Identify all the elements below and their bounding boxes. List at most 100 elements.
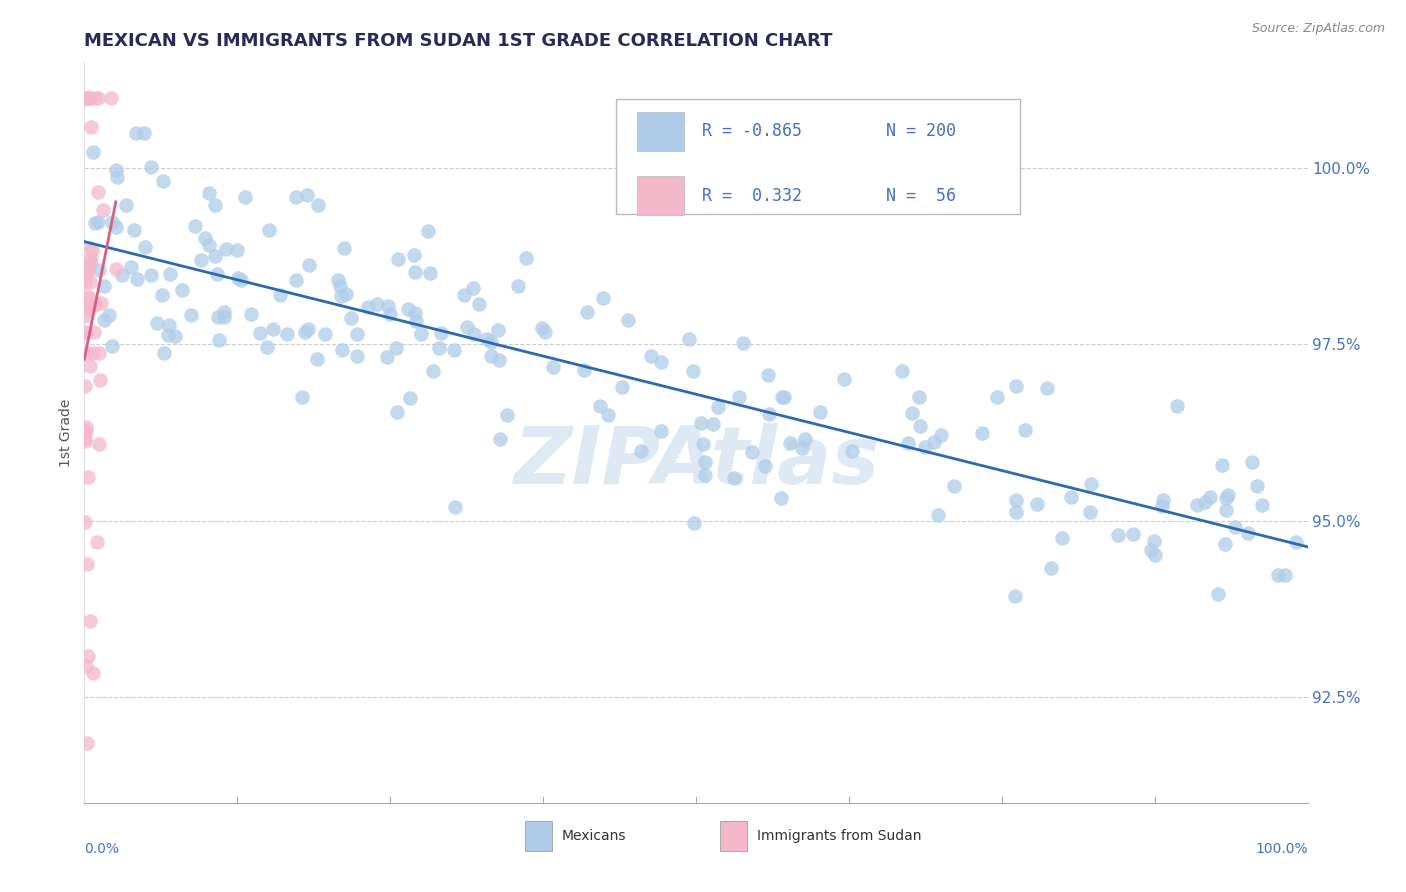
Bar [637, 112, 683, 151]
Point [132, 126, 155, 140]
Point [77, 469, 100, 483]
Text: R =  0.332: R = 0.332 [702, 186, 801, 204]
Point [385, 405, 408, 419]
Point [486, 323, 509, 337]
Point [76, 736, 98, 750]
Point [86, 534, 108, 549]
Point [215, 243, 238, 257]
Point [731, 335, 754, 350]
Point [1166, 400, 1188, 414]
Point [159, 318, 181, 332]
Point [73, 267, 96, 281]
Point [377, 299, 399, 313]
Point [79, 256, 101, 270]
Y-axis label: 1st Grade: 1st Grade [59, 399, 73, 467]
Point [897, 436, 920, 450]
Point [929, 428, 952, 442]
Text: Immigrants from Sudan: Immigrants from Sudan [758, 830, 921, 843]
Point [592, 291, 614, 305]
Point [1005, 505, 1028, 519]
Point [1152, 493, 1174, 508]
Point [83, 91, 105, 105]
Point [87, 215, 110, 229]
Point [83, 298, 105, 312]
Point [692, 437, 714, 451]
Point [1274, 567, 1296, 582]
Point [150, 287, 173, 301]
Point [198, 237, 221, 252]
Point [416, 224, 439, 238]
Point [146, 316, 169, 330]
Point [87, 186, 110, 200]
Point [378, 307, 401, 321]
Point [105, 170, 128, 185]
Point [104, 262, 127, 277]
Point [914, 440, 936, 454]
Point [678, 333, 700, 347]
Point [404, 265, 426, 279]
Point [82, 666, 104, 681]
FancyBboxPatch shape [616, 99, 1021, 214]
Point [76, 263, 98, 277]
Point [77, 91, 100, 105]
Point [75, 659, 97, 673]
Point [165, 329, 187, 343]
Point [463, 327, 485, 342]
Point [75, 424, 97, 438]
Point [1206, 586, 1229, 600]
Point [326, 273, 349, 287]
Point [693, 455, 716, 469]
Point [194, 231, 217, 245]
Point [1285, 534, 1308, 549]
Point [1004, 589, 1026, 603]
Point [907, 390, 929, 404]
Point [75, 91, 97, 105]
Point [1026, 497, 1049, 511]
Point [1152, 500, 1174, 514]
Text: N =  56: N = 56 [886, 186, 956, 204]
Point [75, 325, 97, 339]
Point [346, 327, 368, 342]
Point [706, 401, 728, 415]
Point [1014, 424, 1036, 438]
Point [134, 240, 156, 254]
Point [908, 418, 931, 433]
Point [75, 434, 97, 448]
Point [640, 349, 662, 363]
Point [443, 343, 465, 358]
Point [1143, 548, 1166, 562]
Point [80, 120, 103, 134]
Point [98, 308, 121, 322]
Point [682, 363, 704, 377]
Point [841, 444, 863, 458]
Point [125, 272, 148, 286]
Point [152, 173, 174, 187]
Point [100, 215, 122, 229]
Point [79, 91, 101, 105]
Point [101, 339, 124, 353]
Point [1050, 532, 1073, 546]
Point [207, 310, 229, 324]
Text: R = -0.865: R = -0.865 [702, 122, 801, 140]
Point [405, 314, 427, 328]
Point [226, 244, 249, 258]
Point [1080, 476, 1102, 491]
Point [1107, 527, 1129, 541]
Point [723, 471, 745, 485]
Point [475, 332, 498, 346]
Point [834, 372, 856, 386]
Point [616, 313, 638, 327]
Point [76, 303, 98, 318]
Point [1215, 503, 1237, 517]
Point [693, 468, 716, 483]
Point [574, 363, 596, 377]
Point [610, 380, 633, 394]
Point [89, 437, 111, 451]
Point [1122, 527, 1144, 541]
Point [754, 458, 776, 473]
Point [1236, 526, 1258, 541]
Point [1240, 455, 1263, 469]
Point [770, 390, 793, 404]
Point [180, 308, 202, 322]
Point [259, 223, 281, 237]
